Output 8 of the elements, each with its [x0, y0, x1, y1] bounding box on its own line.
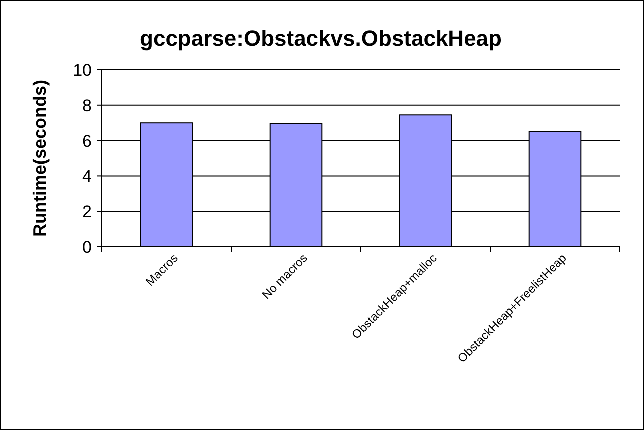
y-tick-label: 0 — [82, 238, 92, 257]
y-axis-title: Runtime(seconds) — [30, 80, 50, 238]
y-tick-label: 4 — [82, 167, 92, 186]
y-tick-label: 8 — [82, 96, 92, 116]
chart-title: gccparse:Obstackvs.ObstackHeap — [140, 26, 502, 51]
y-tick-label: 6 — [82, 132, 92, 151]
y-tick-label: 10 — [73, 60, 92, 80]
y-tick-label: 2 — [82, 202, 92, 222]
